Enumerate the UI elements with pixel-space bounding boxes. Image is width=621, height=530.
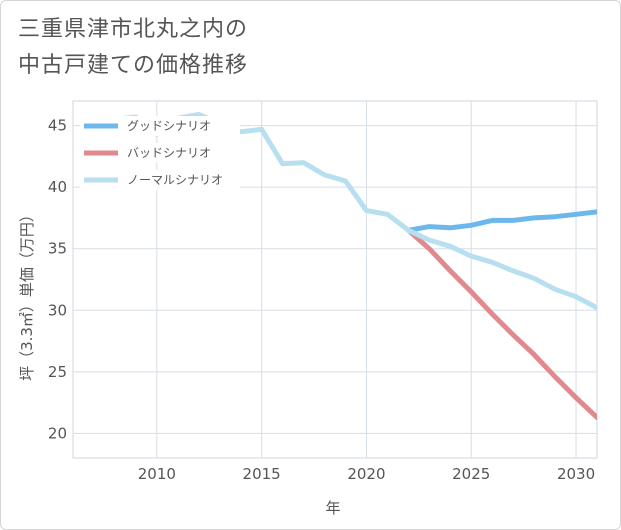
y-tick-label-40: 40 [48,178,67,196]
x-tick-label-2030: 2030 [557,465,595,483]
legend-label-2: バッドシナリオ [127,146,211,160]
x-axis-label: 年 [325,499,340,517]
series-line-1 [405,209,597,233]
chart-title-line-2: 中古戸建ての価格推移 [18,53,249,78]
y-tick-label-20: 20 [48,424,67,442]
x-tick-label-2025: 2025 [452,465,490,483]
legend-bg-3 [80,170,240,190]
series-line-3 [112,112,597,311]
chart-title: 三重県津市北丸之内の 中古戸建ての価格推移 [18,12,248,84]
x-tick-label-2010: 2010 [138,465,176,483]
chart-title-line-1: 三重県津市北丸之内の [18,17,249,42]
y-tick-label-45: 45 [48,117,67,135]
series-line-2 [405,227,597,420]
legend-label-3: ノーマルシナリオ [127,173,223,187]
grid-lines [73,101,597,458]
legend-bg-2 [80,143,240,163]
y-tick-label-25: 25 [48,363,67,381]
series-lines [112,112,597,420]
x-tick-label-2015: 2015 [243,465,281,483]
legend-label-1: グッドシナリオ [127,119,211,133]
legend-bg-1 [80,116,240,136]
x-tick-label-2020: 2020 [347,465,385,483]
y-axis-label: 坪（3.3㎡）単価（万円） [18,207,36,381]
y-tick-label-35: 35 [48,240,67,258]
y-tick-label-30: 30 [48,301,67,319]
